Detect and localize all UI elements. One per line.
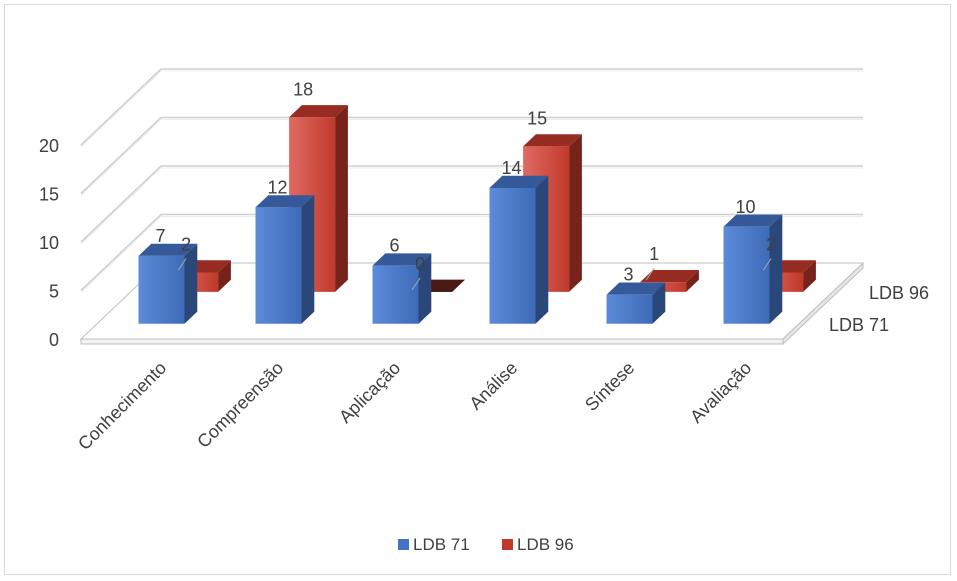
data-label: 3: [623, 265, 633, 285]
x-tick-label: Compreensão: [193, 358, 287, 452]
floor-side-edge: [782, 261, 864, 346]
bar-ldb71-5-side: [769, 214, 783, 324]
gridline: [80, 165, 863, 243]
bar-ldb96-1-side: [335, 105, 348, 292]
leader-line: [177, 258, 187, 271]
gridline-shadow: [80, 216, 863, 293]
data-label: 15: [527, 108, 547, 128]
legend-swatch-ldb96: [502, 539, 513, 550]
gridlines: [80, 68, 863, 293]
gridline-shadow: [80, 167, 863, 245]
x-axis-ticks: Conhecimento Compreensão Aplicação Análise S…: [74, 358, 755, 454]
bar-ldb71-4-top: [606, 282, 666, 295]
bar-ldb96-3-top: [523, 134, 582, 147]
floor-front-edge: [80, 338, 784, 345]
bar-ldb71-3: [489, 175, 549, 324]
bar-ldb71-1-side: [301, 195, 315, 324]
bar-ldb71-3-front: [489, 188, 536, 324]
bar-ldb71-2-front: [372, 265, 419, 324]
bar-ldb71-4-front: [606, 294, 653, 324]
bar-ldb96-4-side: [686, 270, 699, 292]
depth-axis-label: LDB 71: [829, 315, 889, 335]
bars: [138, 105, 816, 324]
bar-ldb96-4-top: [640, 270, 699, 283]
leader-line: [645, 267, 655, 281]
y-tick-label: 20: [39, 136, 59, 156]
data-label: 7: [155, 226, 165, 246]
bar-ldb71-0: [138, 243, 198, 324]
x-tick-label: Síntese: [581, 358, 638, 415]
bar-ldb71-2: [372, 253, 432, 324]
legend-label: LDB 96: [517, 535, 574, 554]
gridline-shadow: [80, 119, 863, 196]
bar-ldb71-1: [255, 195, 315, 324]
bar-ldb96-5-side: [803, 260, 816, 292]
gridline: [80, 213, 863, 292]
bar-ldb71-4: [606, 282, 666, 324]
bar-ldb71-0-top: [138, 243, 198, 256]
x-tick-label: Análise: [465, 358, 521, 414]
y-tick-label: 15: [39, 185, 59, 205]
bar-ldb71-2-top: [372, 253, 432, 266]
y-tick-label: 10: [39, 233, 59, 253]
bar-ldb71-5: [723, 214, 783, 324]
legend-swatch-ldb71: [398, 539, 409, 550]
y-tick-label: 0: [49, 330, 59, 350]
gridline-shadow: [80, 70, 863, 148]
x-tick-label: Aplicação: [335, 358, 404, 427]
y-axis-ticks: 0 5 10 15 20: [39, 136, 59, 350]
data-label: 14: [501, 158, 521, 178]
bar-ldb96-0-side: [218, 260, 231, 292]
bar-ldb71-1-front: [255, 207, 302, 324]
leader-line: [762, 258, 772, 271]
data-label: 2: [766, 234, 776, 254]
depth-axis-labels: LDB 96 LDB 71: [829, 283, 929, 335]
gridline: [80, 68, 863, 146]
depth-axis-label: LDB 96: [869, 283, 929, 303]
bar-ldb71-4-side: [652, 282, 666, 324]
bar-ldb71-3-side: [535, 175, 549, 324]
bar-ldb71-0-side: [184, 243, 198, 324]
y-tick-label: 5: [49, 282, 59, 302]
bar-ldb71-3-top: [489, 175, 549, 188]
data-label: 6: [389, 236, 399, 256]
data-label: 0: [415, 254, 425, 274]
data-label: 1: [649, 244, 659, 264]
data-label: 10: [735, 197, 755, 217]
bar-ldb96-3-side: [569, 134, 582, 292]
bar-ldb71-0-front: [138, 255, 185, 324]
legend-label: LDB 71: [413, 535, 470, 554]
bar-ldb71-2-side: [418, 253, 432, 324]
x-tick-label: Conhecimento: [74, 358, 170, 454]
chart-frame: 0 5 10 15 20 2 18 0 15 1 2 7 12 6 14 3 10 Conhecimento C…: [4, 4, 951, 575]
bar-ldb71-1-top: [255, 195, 315, 208]
data-label: 18: [293, 79, 313, 99]
data-label: 12: [267, 177, 287, 197]
legend: LDB 71 LDB 96: [398, 535, 574, 554]
data-label: 2: [181, 234, 191, 254]
gridline: [80, 116, 863, 195]
leader-line: [411, 277, 421, 291]
bar-ldb96-1-top: [289, 105, 348, 118]
bar-ldb71-5-front: [723, 226, 770, 324]
x-tick-label: Avaliação: [686, 358, 755, 427]
bar-ldb71-5-top: [723, 214, 783, 227]
